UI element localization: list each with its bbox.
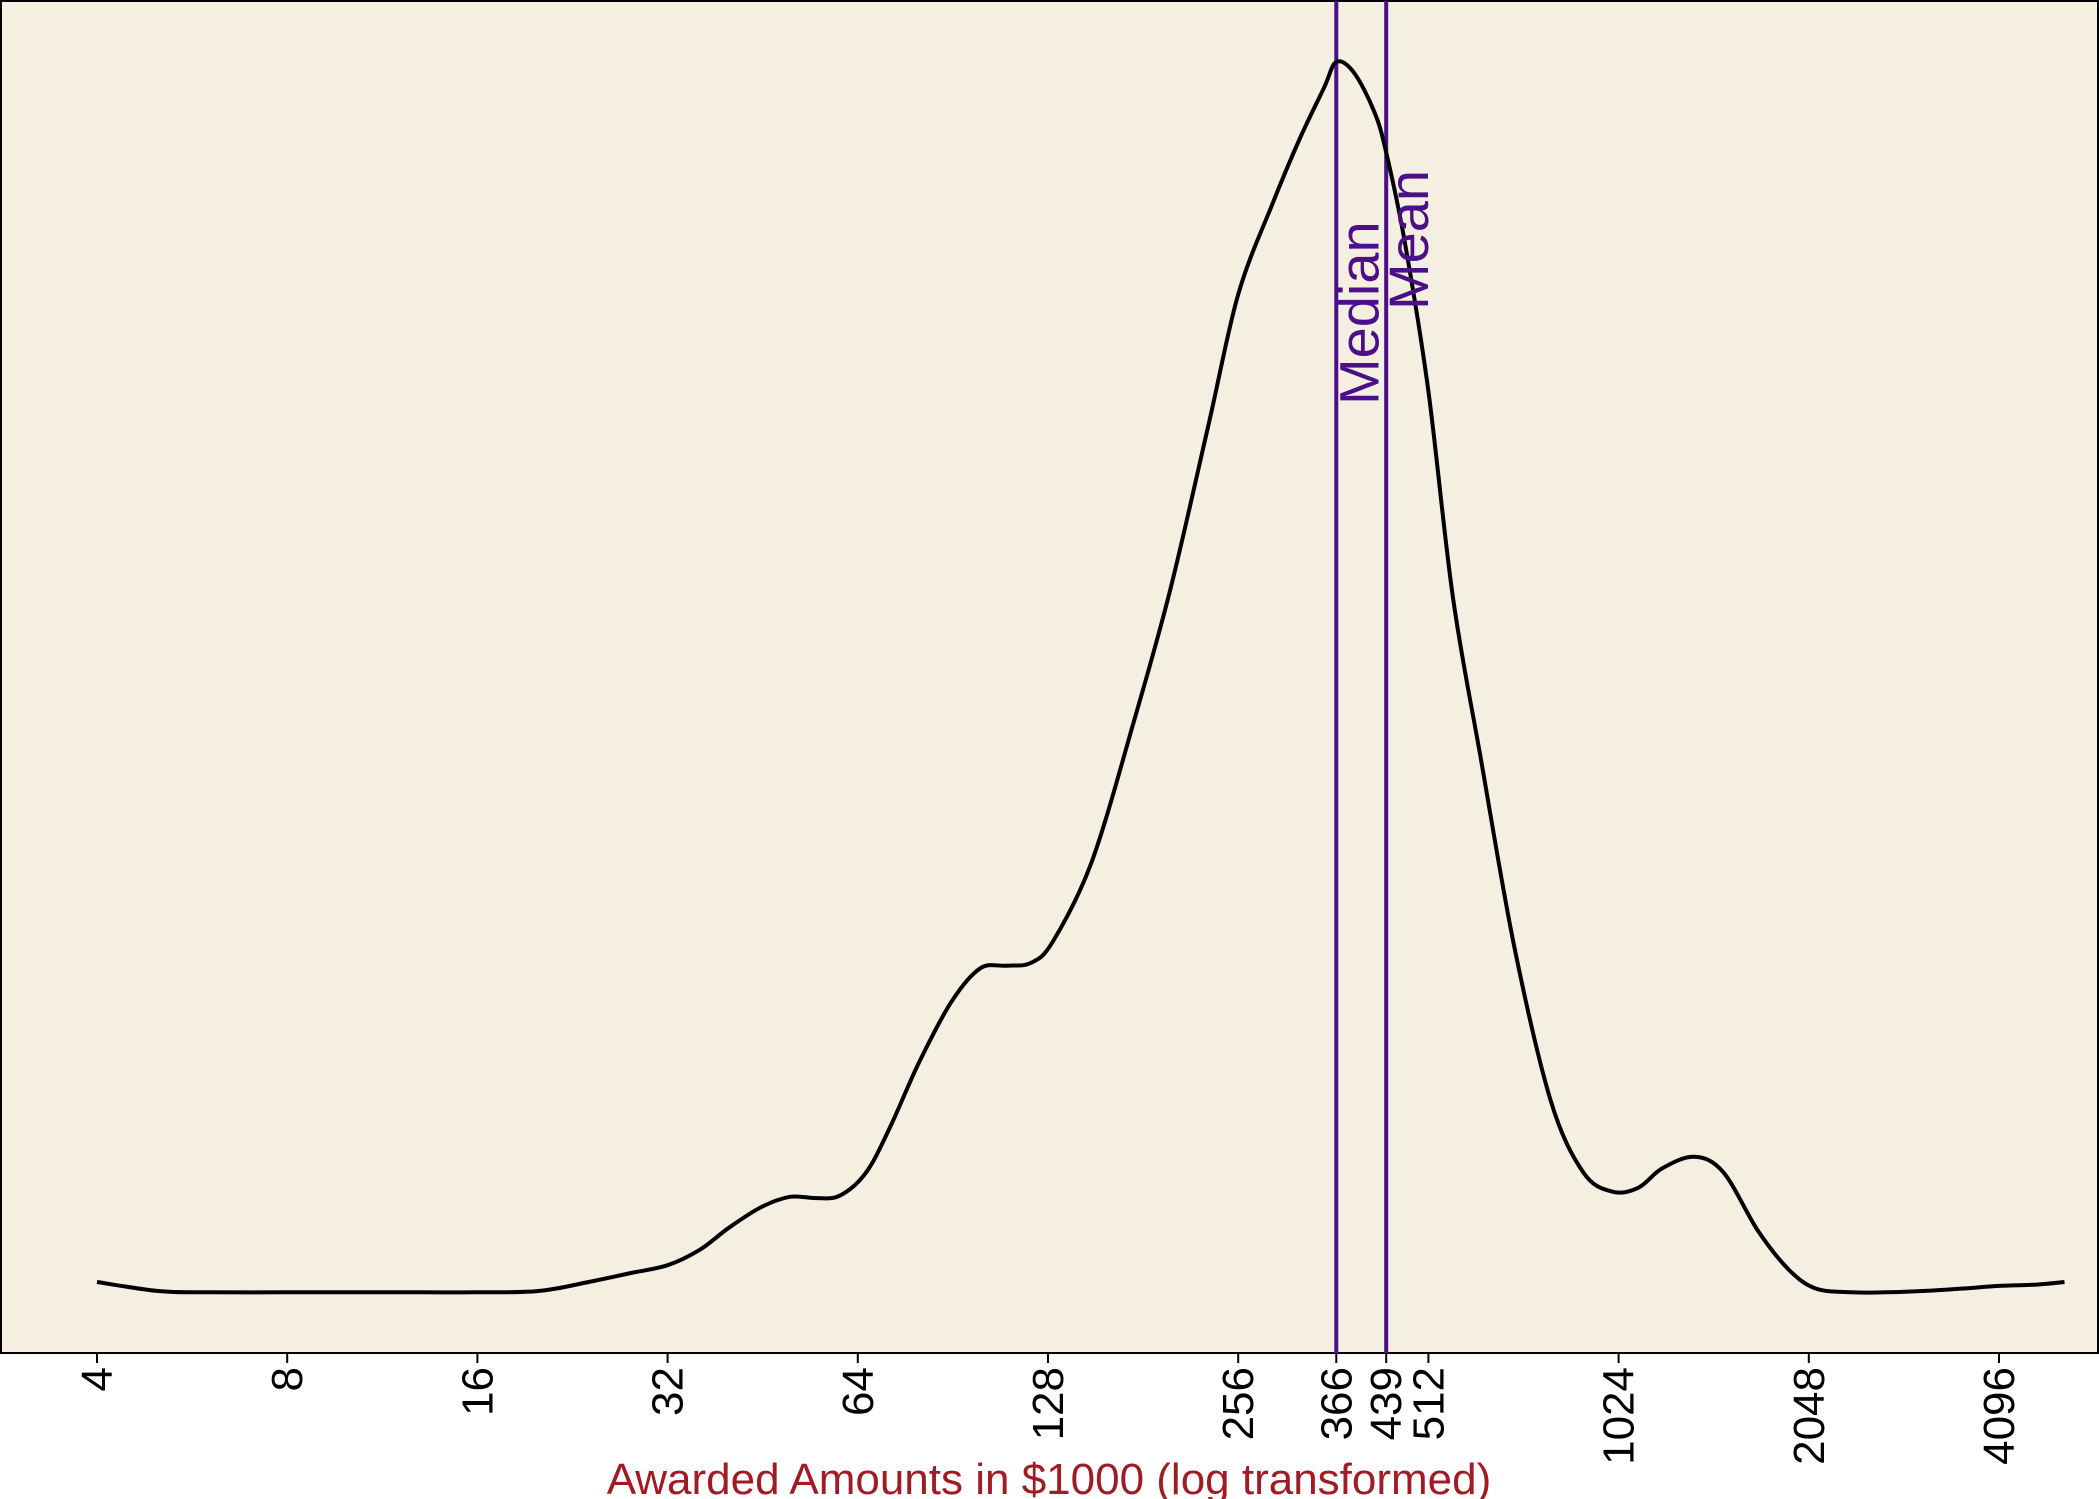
- x-tick-label: 4096: [1975, 1367, 2024, 1465]
- reference-label-median: Median: [1327, 221, 1390, 405]
- x-tick-label: 256: [1214, 1367, 1263, 1440]
- x-tick-label: 439: [1362, 1367, 1411, 1440]
- x-tick-label: 1024: [1595, 1367, 1644, 1465]
- reference-lines: [1334, 1, 1389, 1353]
- x-tick-label: 16: [453, 1367, 502, 1416]
- x-tick-label: 128: [1024, 1367, 1073, 1440]
- density-curve: [96, 59, 2065, 1295]
- x-tick-label: 8: [263, 1367, 312, 1391]
- plot-area: [0, 0, 2099, 1354]
- x-tick-label: 366: [1312, 1367, 1361, 1440]
- x-tick-label: 32: [644, 1367, 693, 1416]
- x-tick-label: 64: [834, 1367, 883, 1416]
- x-tick-label: 2048: [1785, 1367, 1834, 1465]
- x-axis-label: Awarded Amounts in $1000 (log transforme…: [607, 1455, 1492, 1499]
- x-tick-label: 512: [1404, 1367, 1453, 1440]
- x-tick-label: 4: [73, 1367, 122, 1391]
- reference-label-mean: Mean: [1377, 170, 1440, 310]
